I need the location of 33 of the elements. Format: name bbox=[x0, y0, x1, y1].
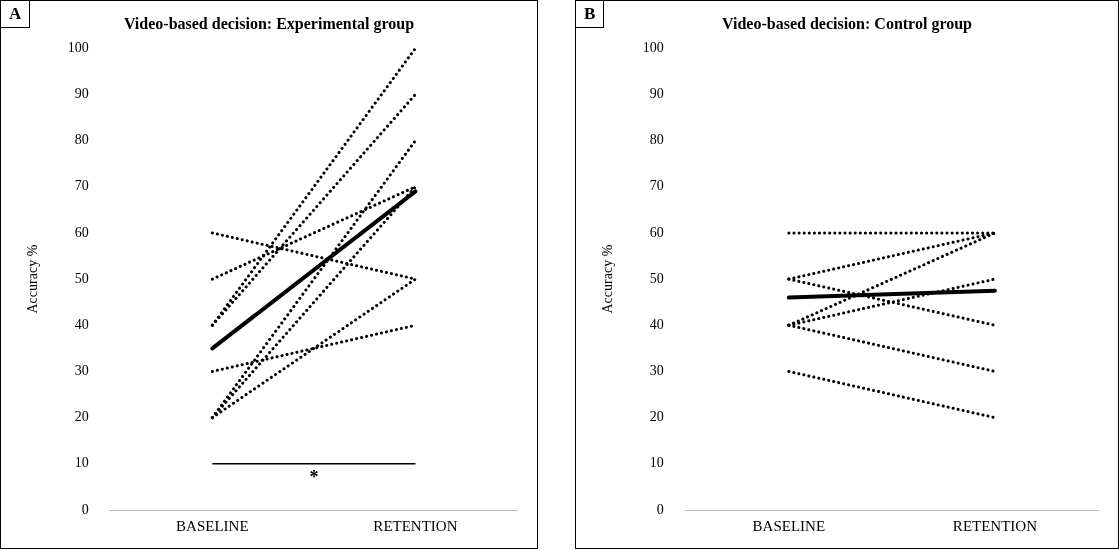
y-tick-label: 50 bbox=[649, 270, 664, 286]
chart-title: Video-based decision: Control group bbox=[722, 14, 973, 33]
y-tick-label: 40 bbox=[74, 316, 89, 332]
chart-title: Video-based decision: Experimental group bbox=[123, 14, 415, 33]
x-tick-label: BASELINE bbox=[176, 517, 249, 534]
y-tick-label: 30 bbox=[649, 363, 664, 379]
y-tick-label: 70 bbox=[649, 178, 664, 194]
y-tick-label: 30 bbox=[74, 363, 89, 379]
y-tick-label: 10 bbox=[649, 455, 664, 471]
y-axis-title: Accuracy % bbox=[600, 244, 616, 314]
y-tick-label: 20 bbox=[74, 409, 89, 425]
y-tick-label: 60 bbox=[649, 224, 664, 240]
y-axis-title: Accuracy % bbox=[25, 244, 41, 314]
y-tick-label: 10 bbox=[74, 455, 89, 471]
y-tick-label: 90 bbox=[649, 86, 664, 102]
text: B bbox=[576, 1, 605, 28]
annotation: * bbox=[309, 467, 319, 488]
text: A bbox=[1, 1, 31, 28]
y-tick-label: 90 bbox=[74, 86, 89, 102]
y-tick-label: 70 bbox=[74, 178, 89, 194]
y-tick-label: 0 bbox=[656, 501, 664, 517]
x-tick-label: RETENTION bbox=[952, 517, 1038, 534]
y-tick-label: 50 bbox=[74, 270, 89, 286]
y-tick-label: 80 bbox=[649, 132, 664, 148]
y-tick-label: 100 bbox=[67, 39, 89, 55]
y-tick-label: 20 bbox=[649, 409, 664, 425]
y-tick-label: 80 bbox=[74, 132, 89, 148]
y-tick-label: 100 bbox=[642, 39, 664, 55]
y-tick-label: 60 bbox=[74, 224, 89, 240]
y-tick-label: 40 bbox=[649, 316, 664, 332]
y-tick-label: 0 bbox=[81, 501, 89, 517]
x-tick-label: RETENTION bbox=[373, 517, 458, 534]
x-tick-label: BASELINE bbox=[752, 517, 826, 534]
